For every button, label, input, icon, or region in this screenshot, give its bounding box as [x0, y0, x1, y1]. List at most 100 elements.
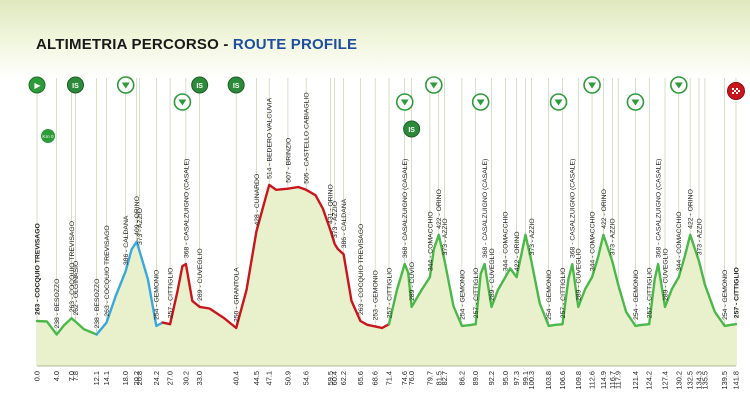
point-label: 289 - CUVEGLIO — [662, 248, 669, 301]
finish-flag-square — [736, 88, 738, 90]
point-label: 257 - CITTIGLIO — [647, 268, 654, 319]
start-icon — [28, 76, 46, 94]
x-tick-label: 76.0 — [407, 371, 416, 385]
profile-line-red-2 — [161, 183, 391, 330]
point-label: 505 - CASTELLO CABIAGLIO — [304, 92, 311, 183]
point-label: 254 - GEMONIO — [546, 270, 553, 320]
x-tick-label: 59.5 — [326, 371, 335, 385]
x-tick-label: 99.1 — [521, 371, 530, 385]
sprint-icon — [191, 76, 209, 94]
x-tick-label: 71.4 — [384, 371, 393, 385]
point-label: 257 - CITTIGLIO — [167, 268, 174, 319]
x-tick-label: 81.5 — [434, 371, 443, 385]
point-label: 386 - CALDANA — [341, 198, 348, 248]
x-tick-label: 100.3 — [527, 371, 536, 390]
x-tick-label: 79.7 — [425, 371, 434, 385]
point-label: 373 - AZZIO — [332, 201, 339, 238]
x-tick-label: 54.6 — [302, 371, 311, 385]
kom-triangle-icon — [476, 99, 485, 106]
point-label: 253 - GEMONIO — [373, 270, 380, 320]
x-tick-label: 116.7 — [608, 371, 617, 389]
point-label: 368 - CASALZUIGNO (CASALE) — [570, 159, 577, 258]
point-label: 373 - AZZIO — [442, 218, 449, 255]
x-tick-label: 114.9 — [599, 371, 608, 389]
x-tick-label: 7.8 — [71, 371, 80, 381]
point-label: 238 - BESOZZO — [54, 279, 61, 329]
point-label: 289 - CUVEGLIO — [576, 248, 583, 301]
x-tick-label: 109.8 — [574, 371, 583, 390]
x-tick-label: 134.3 — [695, 371, 704, 390]
sprint-text: IS — [233, 83, 240, 90]
point-label: 431 - ORINO — [328, 184, 335, 224]
profile-line-green-3 — [387, 233, 738, 328]
point-label: 368 - CASALZUIGNO (CASALE) — [402, 159, 409, 258]
point-label: 257 - CITTIGLIO — [560, 268, 567, 319]
x-tick-label: 106.6 — [558, 371, 567, 390]
point-label: 344 - COMACCHIO — [503, 211, 510, 271]
x-tick-label: 60.4 — [330, 371, 339, 385]
x-tick-label: 82.7 — [440, 371, 449, 385]
x-tick-label: 92.2 — [487, 371, 496, 385]
sprint-text: IS — [408, 127, 415, 134]
x-tick-label: 124.2 — [645, 371, 654, 390]
x-tick-label: 30.2 — [181, 371, 190, 385]
sprint-icon — [66, 76, 84, 94]
x-tick-label: 47.1 — [265, 371, 274, 385]
x-tick-label: 20.8 — [135, 371, 144, 385]
point-label: 289 - CUVEGLIO — [489, 248, 496, 301]
kom-triangle-icon — [631, 99, 640, 106]
point-label: 514 - BEDERO VALCUVIA — [267, 97, 274, 179]
x-tick-label: 14.1 — [102, 371, 111, 385]
kom-triangle-icon — [429, 82, 438, 89]
point-label: 250 - GRANTOLA — [234, 267, 241, 322]
x-tick-label: 135.5 — [700, 371, 709, 390]
profile-line-green-0 — [35, 317, 98, 336]
profile-area — [37, 184, 736, 366]
kom-triangle-icon — [588, 82, 597, 89]
kom-triangle-icon — [674, 82, 683, 89]
sprint-text: IS — [72, 83, 79, 90]
kom-triangle-icon — [178, 99, 187, 106]
x-tick-label: 68.6 — [371, 371, 380, 385]
sprint-icon — [403, 120, 421, 138]
finish-flag-square — [732, 88, 734, 90]
x-tick-label: 112.6 — [588, 371, 597, 389]
x-tick-label: 103.8 — [544, 371, 553, 390]
sprint-icon — [227, 76, 245, 94]
x-tick-label: 44.5 — [252, 371, 261, 385]
x-tick-label: 27.0 — [166, 371, 175, 385]
point-label: 507 - BRINZIO — [285, 138, 292, 183]
title-english: ROUTE PROFILE — [232, 36, 358, 53]
point-label: 263 - COCQUIO TREVISAGO — [69, 221, 76, 312]
point-label: 428 - CUNARDO — [254, 174, 261, 226]
start-glyph: ▶ — [34, 81, 41, 90]
km0-text: Km 0 — [42, 134, 54, 140]
point-label: 263 - COCQUIO TREVISAGO — [104, 225, 111, 316]
point-label: 263 - COCQUIO TREVISAGO — [358, 224, 365, 315]
x-tick-label: 141.8 — [732, 371, 741, 390]
point-label: 289 - CUVEGLIO — [197, 248, 204, 301]
finish-flag-square — [732, 92, 734, 94]
point-label: 422 - ORINO — [688, 189, 695, 229]
x-tick-label: 4.0 — [52, 371, 61, 381]
point-label: 368 - CASALZUIGNO (CASALE) — [656, 159, 663, 258]
finish-flag-square — [738, 90, 740, 92]
point-label: 254 - GEMONIO — [633, 270, 640, 320]
x-tick-label: 130.2 — [674, 371, 683, 390]
point-label: 422 - ORINO — [514, 231, 521, 271]
kom-triangle-icon — [400, 99, 409, 106]
point-label: 262 - OLGINASIO — [73, 261, 80, 316]
point-label: 373 - AZZIO — [529, 218, 536, 255]
point-label: 344 - COMACCHIO — [589, 211, 596, 271]
kom-triangle-icon — [554, 99, 563, 106]
title-separator: - — [218, 36, 233, 53]
x-tick-label: 89.0 — [471, 371, 480, 385]
x-tick-label: 117.9 — [614, 371, 623, 389]
point-label: 373 - AZZIO — [610, 218, 617, 255]
point-label: 257 - CITTIGLIO — [386, 268, 393, 319]
point-label: 254 - GEMONIO — [154, 270, 161, 320]
x-tick-label: 18.0 — [121, 371, 130, 385]
x-tick-label: 139.5 — [720, 371, 729, 390]
